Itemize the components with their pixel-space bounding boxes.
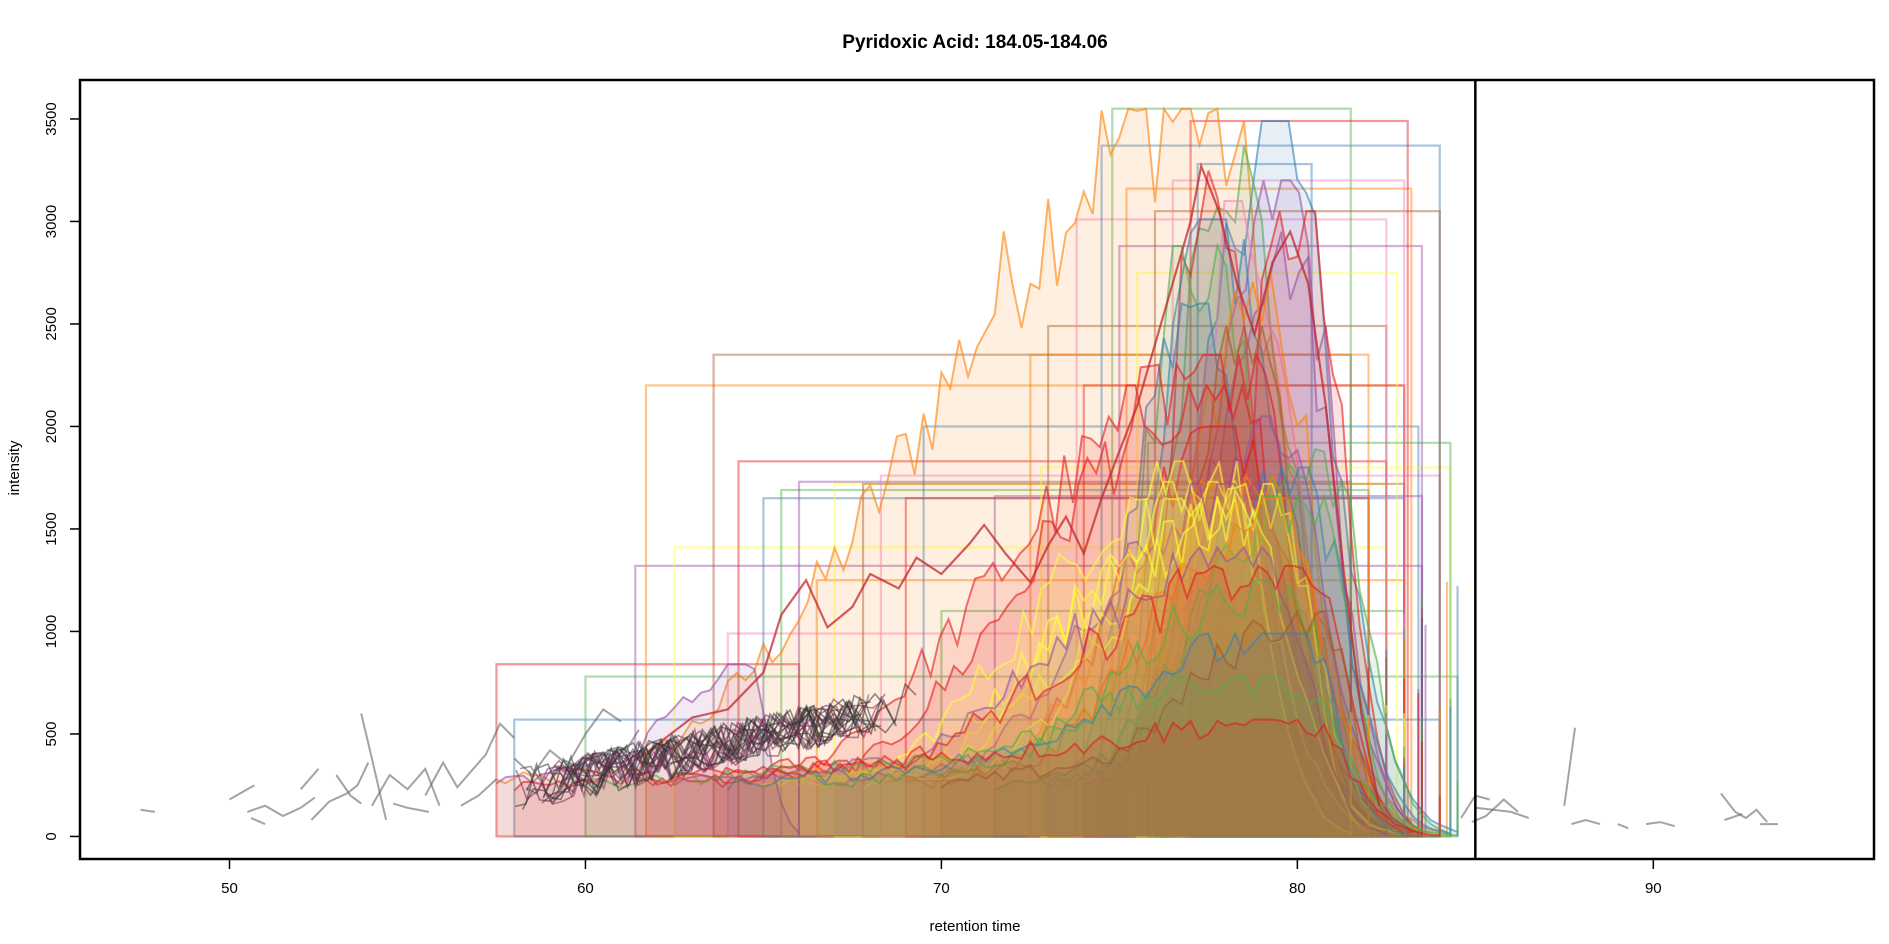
peak-area bbox=[781, 490, 1369, 837]
noise-trace bbox=[310, 762, 370, 821]
peak-trace bbox=[1065, 242, 1405, 835]
peak-area bbox=[994, 496, 1422, 837]
y-tick-label: 1000 bbox=[43, 615, 60, 648]
noise-trace bbox=[1724, 812, 1743, 821]
noise-trace bbox=[246, 796, 316, 818]
x-tick-label: 70 bbox=[933, 880, 950, 897]
x-axis-label: retention time bbox=[930, 918, 1021, 935]
noise-trace bbox=[392, 802, 429, 813]
peak-trace bbox=[763, 494, 1405, 836]
peak-area bbox=[834, 483, 1387, 837]
peak-box bbox=[1100, 144, 1441, 838]
peak-area bbox=[923, 426, 1419, 837]
peak-box bbox=[737, 460, 1388, 838]
noise-trace bbox=[519, 702, 852, 805]
peak-trace bbox=[1118, 170, 1352, 833]
noise-trace bbox=[1646, 821, 1675, 828]
noise-trace bbox=[371, 766, 441, 807]
noise-trace bbox=[550, 712, 840, 799]
peak-box bbox=[644, 384, 1406, 838]
peak-box bbox=[1075, 218, 1388, 838]
axis-ticks: 50 60 70 80 90 0 500 1000 1500 2000 2500 3000 3500 bbox=[43, 78, 1876, 897]
ridge-trace bbox=[638, 162, 1381, 806]
noise-trace bbox=[335, 774, 362, 805]
noise-trace bbox=[1571, 818, 1601, 826]
y-tick-label: 500 bbox=[43, 721, 60, 746]
peak-trace bbox=[495, 663, 800, 834]
plot-frame bbox=[78, 78, 1876, 861]
peak-box bbox=[1146, 441, 1452, 838]
y-tick-label: 2500 bbox=[43, 307, 60, 340]
y-tick-label: 3000 bbox=[43, 205, 60, 238]
peak-area bbox=[1048, 303, 1387, 837]
peak-trace bbox=[940, 608, 1405, 835]
noise-trace bbox=[229, 784, 255, 801]
y-axis-label: intensity bbox=[6, 440, 23, 496]
peak-box bbox=[922, 425, 1420, 838]
chart-title: Pyridoxic Acid: 184.05-184.06 bbox=[842, 32, 1107, 53]
peak-trace bbox=[513, 718, 1440, 837]
x-tick-label: 50 bbox=[221, 880, 238, 897]
noise-trace bbox=[250, 817, 266, 826]
peak-trace bbox=[1111, 179, 1416, 829]
noise-trace bbox=[424, 721, 516, 796]
noise-trace bbox=[513, 708, 622, 777]
noise-trace bbox=[1563, 727, 1576, 806]
x-tick-label: 90 bbox=[1645, 880, 1662, 897]
peak-area bbox=[1094, 231, 1426, 837]
peak-area bbox=[799, 481, 1351, 837]
peak-trace bbox=[834, 482, 1387, 835]
peak-area bbox=[585, 676, 1458, 837]
peak-area bbox=[880, 475, 1440, 837]
peak-area bbox=[713, 354, 1369, 837]
peak-trace bbox=[635, 564, 1419, 834]
noise-trace bbox=[567, 729, 640, 780]
y-tick-label: 0 bbox=[43, 832, 60, 840]
peak-trace bbox=[1118, 447, 1450, 834]
x-tick-label: 60 bbox=[577, 880, 594, 897]
noise-trace bbox=[542, 704, 843, 799]
x-tick-label: 80 bbox=[1289, 880, 1306, 897]
noise-trace bbox=[460, 778, 498, 807]
noise-trace bbox=[1617, 823, 1629, 830]
noise-trace bbox=[553, 693, 886, 784]
peak-box bbox=[1029, 353, 1370, 838]
peak-box bbox=[712, 353, 1352, 838]
noise-trace bbox=[140, 808, 155, 813]
peak-area bbox=[1083, 272, 1405, 837]
peak-area bbox=[727, 633, 1405, 837]
peak-box bbox=[495, 663, 801, 838]
peak-area bbox=[514, 719, 1440, 837]
noise-trace bbox=[299, 768, 320, 790]
noise-trace bbox=[1471, 798, 1519, 824]
noise-trace bbox=[1475, 806, 1530, 819]
peak-area bbox=[635, 565, 1422, 837]
noise-trace bbox=[360, 713, 388, 821]
plot-area bbox=[140, 105, 1778, 838]
peak-trace bbox=[905, 497, 1370, 833]
peak-area bbox=[863, 483, 1405, 837]
peak-trace bbox=[726, 631, 1405, 836]
y-tick-label: 1500 bbox=[43, 512, 60, 545]
noise-trace bbox=[552, 682, 917, 804]
peak-trace bbox=[673, 545, 1387, 835]
y-tick-label: 3500 bbox=[43, 102, 60, 135]
peak-trace bbox=[1047, 415, 1414, 834]
y-tick-label: 2000 bbox=[43, 410, 60, 443]
noise-trace bbox=[1720, 792, 1768, 823]
